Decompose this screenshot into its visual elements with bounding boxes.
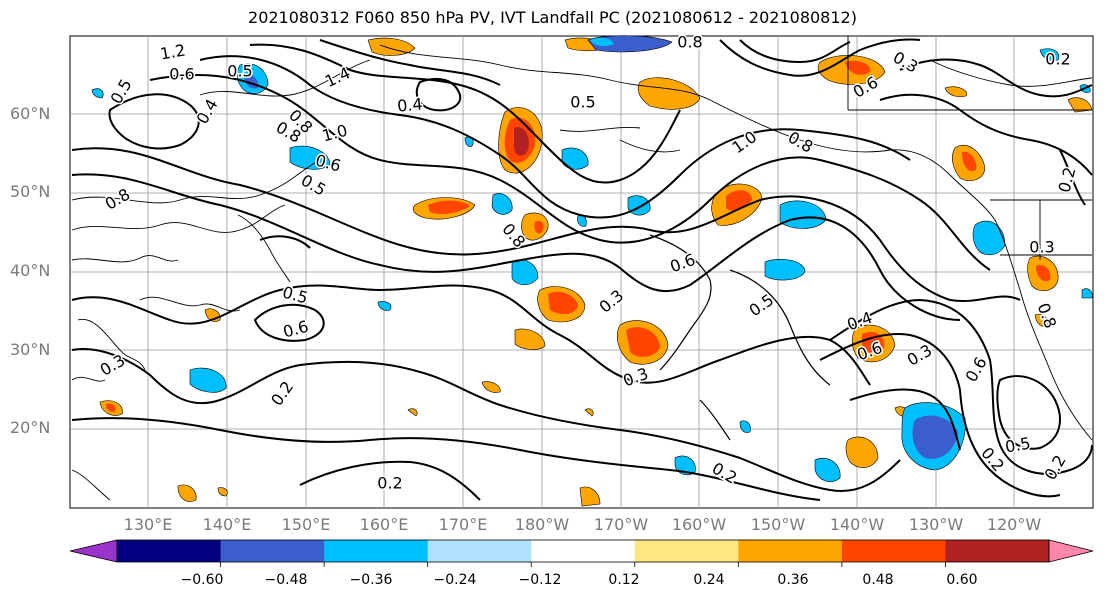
colorbar-segment bbox=[841, 540, 946, 562]
colorbar-tick-label: −0.36 bbox=[349, 572, 393, 588]
colorbar-max-extend bbox=[1048, 539, 1094, 563]
lon-label-180w: 180°W bbox=[514, 515, 570, 534]
colorbar-tick-label: 0.48 bbox=[862, 572, 894, 588]
lat-label-30n: 30°N bbox=[10, 340, 51, 359]
pv-contours bbox=[71, 38, 1093, 501]
lon-label-160w: 160°W bbox=[671, 515, 727, 534]
lat-label-50n: 50°N bbox=[10, 182, 51, 201]
colorbar-segment bbox=[220, 540, 325, 562]
contour-label: 0.2 bbox=[1045, 50, 1070, 69]
lon-label-150e: 150°E bbox=[281, 515, 331, 534]
colorbar-segment bbox=[324, 540, 429, 562]
lon-label-160e: 160°E bbox=[359, 515, 409, 534]
colorbar-outline bbox=[116, 539, 1050, 563]
colorbar-tick-label: −0.24 bbox=[433, 572, 477, 588]
colorbar-segment bbox=[634, 540, 739, 562]
coastlines bbox=[71, 36, 1093, 501]
colorbar-tick-label: −0.12 bbox=[518, 572, 562, 588]
colorbar-segment bbox=[427, 540, 532, 562]
colorbar-segment bbox=[738, 540, 843, 562]
lon-label-130w: 130°W bbox=[908, 515, 964, 534]
lon-label-140w: 140°W bbox=[829, 515, 885, 534]
contour-label: 0.5 bbox=[227, 62, 252, 81]
colorbar-min-extend bbox=[69, 539, 118, 563]
lat-label-40n: 40°N bbox=[10, 261, 51, 280]
lon-label-130e: 130°E bbox=[123, 515, 173, 534]
lon-label-170w: 170°W bbox=[593, 515, 649, 534]
colorbar-tick-label: 0.12 bbox=[608, 572, 640, 588]
contour-label: 0.4 bbox=[396, 94, 423, 115]
colorbar-tick-label: −0.60 bbox=[180, 572, 224, 588]
colorbar-segment bbox=[531, 540, 636, 562]
map-title: 2021080312 F060 850 hPa PV, IVT Landfall… bbox=[248, 8, 857, 27]
colorbar-tick-label: 0.24 bbox=[693, 572, 725, 588]
negative-anomaly bbox=[91, 35, 1093, 482]
pv-anomaly-fills bbox=[91, 35, 1093, 507]
contour-label: 0.8 bbox=[677, 33, 702, 52]
lat-label-20n: 20°N bbox=[10, 418, 51, 437]
colorbar-tick-label: −0.48 bbox=[264, 572, 308, 588]
colorbar-tick-label: 0.36 bbox=[777, 572, 809, 588]
ivt-contours bbox=[649, 234, 831, 441]
lon-label-170e: 170°E bbox=[438, 515, 488, 534]
contour-label: 0.5 bbox=[570, 93, 595, 112]
lon-label-140e: 140°E bbox=[202, 515, 252, 534]
colorbar-segment bbox=[945, 540, 1050, 562]
lat-label-60n: 60°N bbox=[10, 104, 51, 123]
contour-label: 0.6 bbox=[169, 65, 194, 84]
positive-anomaly bbox=[99, 37, 1093, 507]
contour-label: 0.2 bbox=[377, 474, 402, 493]
contour-label: 0.3 bbox=[1029, 238, 1054, 257]
colorbar-segment bbox=[117, 540, 222, 562]
colorbar-segments bbox=[69, 539, 1094, 567]
lon-label-150w: 150°W bbox=[750, 515, 806, 534]
colorbar-tick-label: 0.60 bbox=[946, 572, 978, 588]
lon-label-120w: 120°W bbox=[986, 515, 1042, 534]
